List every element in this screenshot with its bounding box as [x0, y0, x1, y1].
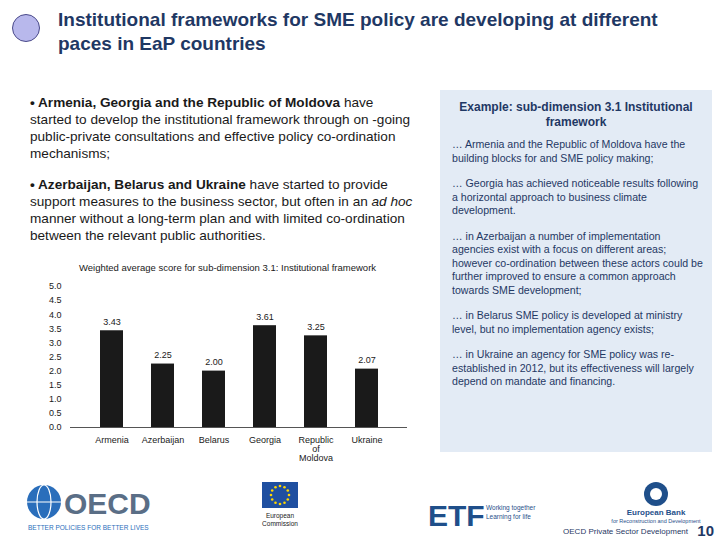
- svg-text:3.61: 3.61: [256, 312, 274, 322]
- html-text:… in Azerbaijan a number of im: … in Azerbaijan a number of implementati…: [452, 229, 703, 296]
- svg-text:European: European: [266, 512, 295, 520]
- svg-text:0.0: 0.0: [49, 422, 62, 432]
- html-text:Example: sub-dimension 3.1 Ins: Example: sub-dimension 3.1 Institutional…: [459, 100, 693, 129]
- svg-text:2.25: 2.25: [154, 350, 172, 360]
- html-text:Weighted average score for sub: Weighted average score for sub-dimension…: [78, 262, 377, 273]
- html-text:… Georgia has achieved noticea: … Georgia has achieved noticeable result…: [452, 177, 699, 216]
- svg-text:Working together: Working together: [486, 504, 536, 512]
- svg-text:1.5: 1.5: [49, 380, 62, 390]
- svg-text:Azerbaijan: Azerbaijan: [142, 435, 185, 445]
- svg-text:OECD Private Sector Developmen: OECD Private Sector Development: [563, 527, 689, 536]
- html-text:… Armenia and the Republic of: … Armenia and the Republic of Moldova ha…: [452, 138, 686, 164]
- html-text:• Azerbaijan, Belarus and Ukra: • Azerbaijan, Belarus and Ukraine have s…: [30, 177, 413, 209]
- svg-text:2.00: 2.00: [205, 357, 223, 367]
- svg-text:BETTER POLICIES FOR BETTER LIV: BETTER POLICIES FOR BETTER LIVES: [28, 524, 149, 531]
- svg-text:4.5: 4.5: [49, 295, 62, 305]
- html-text:manner without a long-term pla: manner without a long-term plan and with…: [30, 211, 405, 243]
- html-text:Institutional frameworks for S: Institutional frameworks for SME policy …: [58, 9, 658, 54]
- svg-text:10: 10: [697, 522, 714, 539]
- svg-text:Commission: Commission: [262, 520, 298, 527]
- svg-text:3.5: 3.5: [49, 324, 62, 334]
- svg-text:2.0: 2.0: [49, 366, 62, 376]
- svg-text:0.5: 0.5: [49, 408, 62, 418]
- svg-text:Learning for life: Learning for life: [486, 513, 531, 521]
- svg-text:OECD: OECD: [64, 487, 151, 520]
- svg-text:Georgia: Georgia: [249, 435, 281, 445]
- svg-text:1.0: 1.0: [49, 394, 62, 404]
- svg-text:3.25: 3.25: [307, 322, 325, 332]
- svg-text:2.07: 2.07: [358, 355, 376, 365]
- svg-text:4.0: 4.0: [49, 310, 62, 320]
- html-text:• Armenia, Georgia and the Rep: • Armenia, Georgia and the Republic of M…: [30, 95, 411, 161]
- svg-text:European Bank: European Bank: [627, 508, 686, 517]
- svg-text:Belarus: Belarus: [199, 435, 230, 445]
- svg-text:2.5: 2.5: [49, 352, 62, 362]
- svg-text:Armenia: Armenia: [95, 435, 129, 445]
- svg-text:Ukraine: Ukraine: [351, 435, 382, 445]
- svg-text:RepublicofMoldova: RepublicofMoldova: [298, 435, 334, 463]
- svg-text:3.43: 3.43: [103, 317, 121, 327]
- svg-text:for Reconstruction and Develop: for Reconstruction and Development: [611, 518, 701, 524]
- svg-text:3.0: 3.0: [49, 338, 62, 348]
- html-text:… in Belarus SME policy is dev: … in Belarus SME policy is developed at …: [452, 309, 683, 335]
- html-text:… in Ukraine an agency for SME: … in Ukraine an agency for SME policy wa…: [452, 348, 694, 387]
- svg-text:ETF: ETF: [428, 499, 485, 532]
- svg-text:5.0: 5.0: [49, 281, 62, 291]
